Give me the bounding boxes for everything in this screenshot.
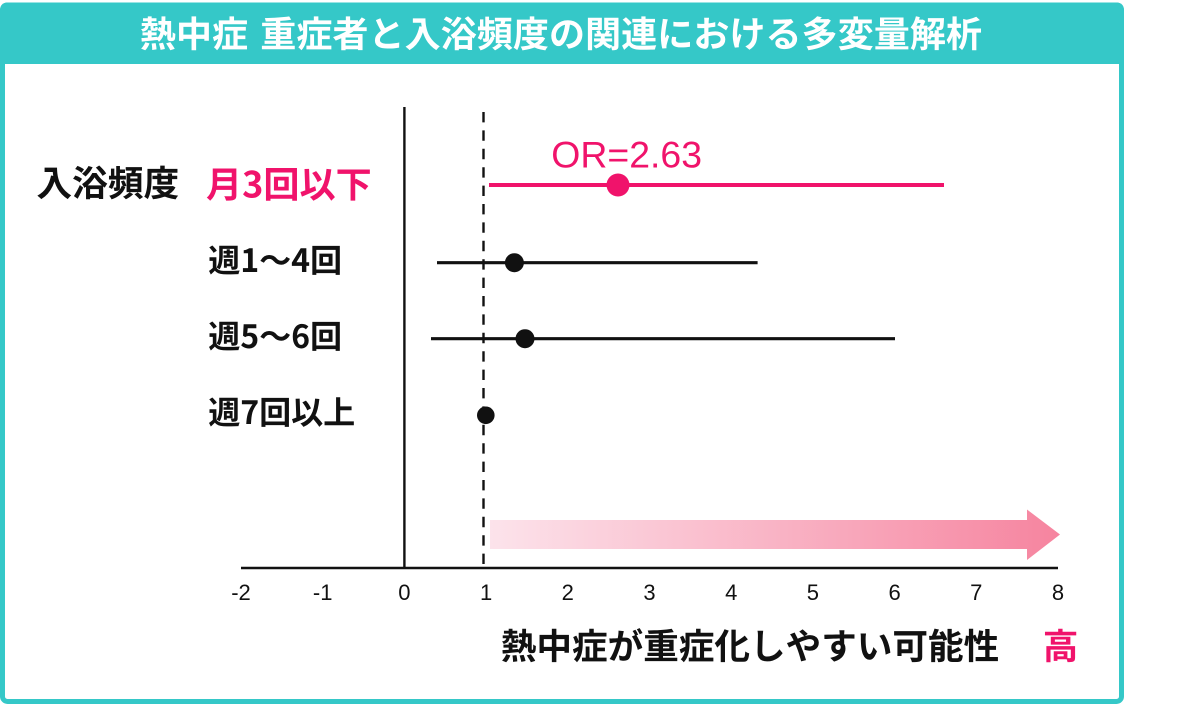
svg-text:6: 6	[888, 580, 900, 605]
svg-text:2: 2	[562, 580, 574, 605]
svg-text:5: 5	[807, 580, 819, 605]
svg-text:-2: -2	[231, 580, 251, 605]
svg-text:8: 8	[1052, 580, 1064, 605]
svg-text:7: 7	[970, 580, 982, 605]
svg-text:3: 3	[643, 580, 655, 605]
svg-text:0: 0	[398, 580, 410, 605]
svg-text:OR=2.63: OR=2.63	[551, 134, 702, 176]
svg-text:-1: -1	[313, 580, 333, 605]
svg-text:1: 1	[480, 580, 492, 605]
svg-text:4: 4	[725, 580, 737, 605]
